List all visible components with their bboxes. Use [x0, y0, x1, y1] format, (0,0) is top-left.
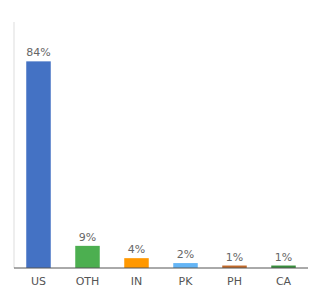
bars	[26, 61, 296, 268]
x-tick-label: PH	[227, 275, 242, 288]
chart-svg: 84% 9% 4% 2% 1% 1% US OTH IN PK PH CA	[0, 0, 320, 300]
x-tick-label: OTH	[76, 275, 100, 288]
data-label: 1%	[275, 251, 292, 264]
data-label: 2%	[177, 248, 194, 261]
x-tick-label: US	[31, 275, 46, 288]
x-tick-label: PK	[179, 275, 194, 288]
y-axis-line	[14, 22, 15, 268]
x-tick-label: CA	[276, 275, 292, 288]
data-label: 84%	[26, 46, 50, 59]
data-label: 9%	[79, 231, 96, 244]
bar	[26, 61, 51, 268]
bar	[173, 263, 198, 268]
bar	[124, 258, 149, 268]
chart-container: 84% 9% 4% 2% 1% 1% US OTH IN PK PH CA	[0, 0, 320, 300]
x-tick-label: IN	[131, 275, 142, 288]
bar	[75, 246, 100, 268]
data-label: 1%	[226, 251, 243, 264]
x-axis-line	[14, 268, 308, 269]
data-label: 4%	[128, 243, 145, 256]
